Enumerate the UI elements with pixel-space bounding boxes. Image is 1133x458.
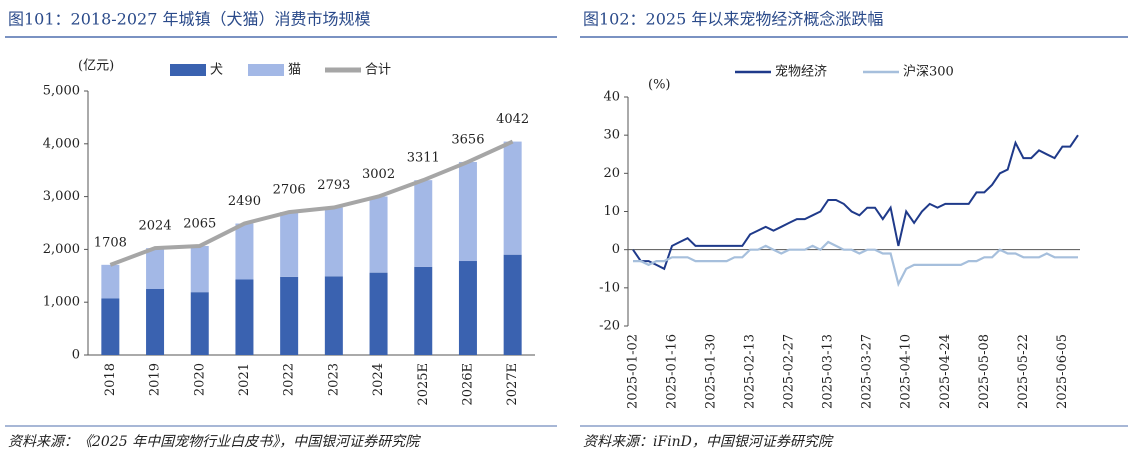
x-tick-label: 2025-01-02 xyxy=(626,334,641,409)
data-label: 3311 xyxy=(407,151,440,166)
x-tick-label: 2025E xyxy=(416,363,431,406)
bar-segment xyxy=(101,298,120,355)
y-tick-label: 2,000 xyxy=(43,242,80,257)
data-label: 2793 xyxy=(317,178,350,193)
bar-segment xyxy=(414,180,433,267)
x-tick-label: 2024 xyxy=(371,363,386,396)
data-label: 4042 xyxy=(496,112,529,127)
bar-segment xyxy=(280,212,299,277)
chart-title: 图101：2018-2027 年城镇（犬猫）消费市场规模 xyxy=(8,10,370,29)
bar-segment xyxy=(146,248,165,289)
bar-segment xyxy=(414,266,433,355)
data-label: 1708 xyxy=(94,235,127,250)
total-line xyxy=(109,139,514,267)
legend-label: 宠物经济 xyxy=(775,64,827,80)
data-label: 3656 xyxy=(451,132,484,147)
legend-label: 合计 xyxy=(365,63,391,78)
bar-segment xyxy=(324,276,343,355)
y-tick-label: 20 xyxy=(603,166,620,181)
data-label: 2490 xyxy=(228,194,261,209)
series-line xyxy=(632,134,1079,271)
x-tick-label: 2025-02-13 xyxy=(743,334,758,409)
bar-segment xyxy=(280,276,299,355)
legend-label: 犬 xyxy=(210,63,223,78)
x-tick-label: 2022 xyxy=(282,363,297,396)
y-tick-label: 1,000 xyxy=(43,295,80,310)
bar-segment xyxy=(503,141,522,255)
data-label: 2065 xyxy=(183,216,216,231)
bar-segment xyxy=(235,279,254,355)
x-tick-label: 2018 xyxy=(103,363,118,396)
legend-label: 猫 xyxy=(288,63,301,78)
chart-title: 图102：2025 年以来宠物经济概念涨跌幅 xyxy=(583,10,883,29)
y-tick-label: 40 xyxy=(603,90,620,105)
x-tick-label: 2025-03-13 xyxy=(821,334,836,409)
y-tick-label: 10 xyxy=(603,204,620,219)
bar-segment xyxy=(324,207,343,277)
y-tick-label: 3,000 xyxy=(43,189,80,204)
y-tick-label: 0 xyxy=(612,242,620,257)
x-tick-label: 2025-01-16 xyxy=(665,334,680,409)
x-tick-label: 2025-01-30 xyxy=(704,334,719,409)
bar-segment xyxy=(458,261,477,355)
y-tick-label: 5,000 xyxy=(43,84,80,99)
x-tick-label: 2025-05-08 xyxy=(977,334,992,409)
x-tick-label: 2026E xyxy=(460,363,475,406)
y-tick-label: 30 xyxy=(603,128,620,143)
x-tick-label: 2023 xyxy=(326,363,341,396)
x-tick-label: 2025-02-27 xyxy=(782,334,797,409)
y-axis-label: (亿元) xyxy=(78,59,114,74)
y-tick-label: 4,000 xyxy=(43,136,80,151)
bar-segment xyxy=(190,292,209,355)
source: 资料来源：iFinD，中国银河证券研究院 xyxy=(583,434,834,450)
legend-label: 沪深300 xyxy=(903,64,954,80)
bar-segment xyxy=(190,245,209,293)
y-tick-label: -10 xyxy=(599,280,620,295)
legend-swatch xyxy=(248,64,284,76)
x-tick-label: 2025-03-27 xyxy=(860,334,875,409)
data-label: 2706 xyxy=(273,183,306,198)
data-label: 2024 xyxy=(139,219,172,234)
bar-segment xyxy=(503,254,522,355)
x-tick-label: 2019 xyxy=(148,363,163,396)
bar-segment xyxy=(235,223,254,280)
x-tick-label: 2027E xyxy=(505,363,520,406)
x-tick-label: 2025-06-05 xyxy=(1055,334,1070,409)
bar-segment xyxy=(458,161,477,262)
x-tick-label: 2025-04-24 xyxy=(938,334,953,409)
y-axis-label: (%) xyxy=(648,78,671,93)
legend-swatch xyxy=(170,64,206,76)
series-line xyxy=(633,240,1078,288)
x-tick-label: 2025-04-10 xyxy=(899,334,914,409)
data-label: 3002 xyxy=(362,167,395,182)
x-tick-label: 2021 xyxy=(237,363,252,396)
y-tick-label: -20 xyxy=(599,319,620,334)
bar-segment xyxy=(146,289,165,355)
x-tick-label: 2020 xyxy=(192,363,207,396)
x-tick-label: 2025-05-22 xyxy=(1016,334,1031,409)
bar-segment xyxy=(101,264,120,299)
bar-segment xyxy=(369,196,388,273)
source: 资料来源：《2025 年中国宠物行业白皮书》，中国银河证券研究院 xyxy=(8,434,421,450)
y-tick-label: 0 xyxy=(72,348,80,363)
bar-segment xyxy=(369,272,388,355)
